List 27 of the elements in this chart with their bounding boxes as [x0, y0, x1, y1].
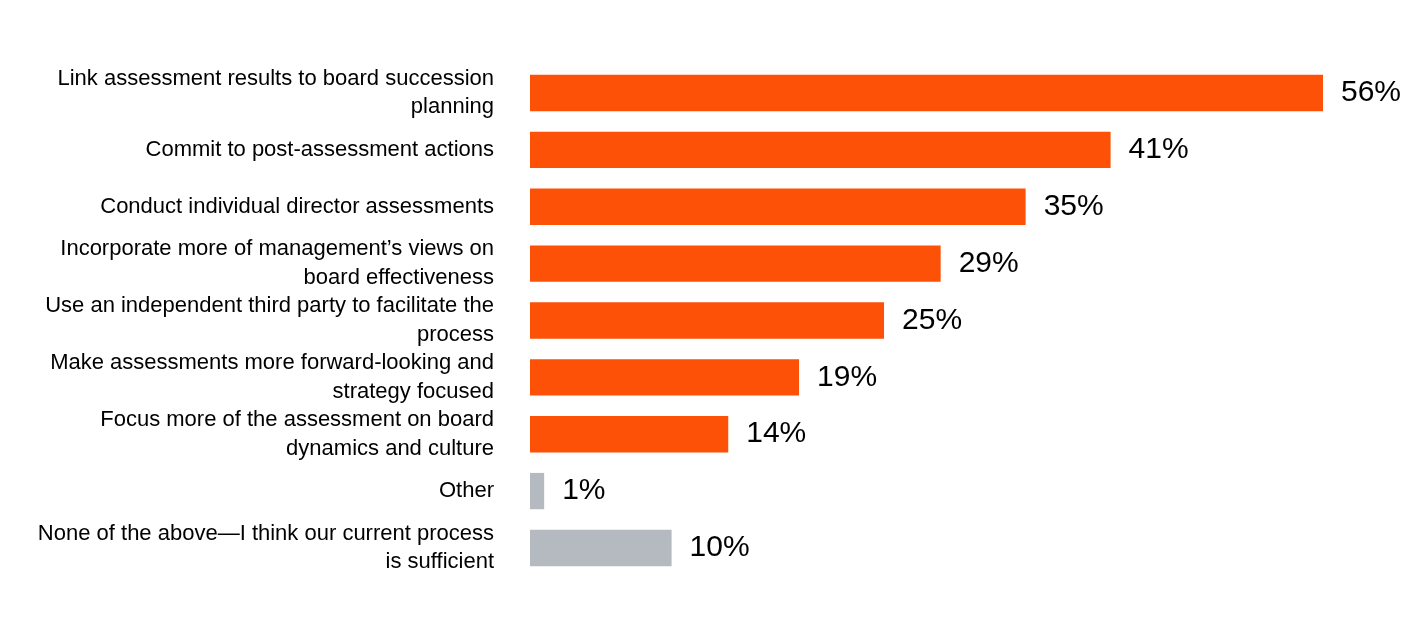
bar: [530, 188, 1026, 225]
data-label: 19%: [817, 358, 878, 392]
y-tick-label: None of the above—I think our current process is sufficient: [37, 519, 494, 574]
y-tick-label: Other: [438, 477, 494, 503]
bar: [530, 302, 885, 339]
data-label: 29%: [958, 244, 1019, 278]
y-tick-label: Commit to post-assessment actions: [145, 135, 494, 161]
y-tick-label: Focus more of the assessment on board dynamics and culture: [100, 406, 494, 460]
bar: [530, 529, 672, 567]
y-tick-label: Incorporate more of management’s views on board effectiveness: [60, 235, 494, 289]
data-label: 14%: [746, 415, 807, 449]
bar: [530, 74, 1323, 112]
y-tick-label: Link assessment results to board succession planning: [57, 64, 494, 119]
bar: [530, 359, 800, 396]
y-tick-label: Conduct individual director assessments: [100, 192, 494, 218]
bar: [530, 245, 941, 282]
bar: [530, 472, 545, 510]
data-label: 56%: [1341, 74, 1402, 108]
bar: [530, 416, 729, 453]
data-label: 10%: [689, 529, 750, 563]
data-label: 25%: [902, 301, 963, 335]
data-label: 35%: [1043, 188, 1104, 222]
bar: [530, 131, 1111, 169]
data-label: 1%: [562, 472, 606, 506]
y-tick-label: Use an independent third party to facilitate the process: [45, 292, 494, 346]
y-tick-label: Make assessments more forward-looking and strategy focused: [50, 349, 494, 403]
data-label: 41%: [1128, 131, 1189, 165]
